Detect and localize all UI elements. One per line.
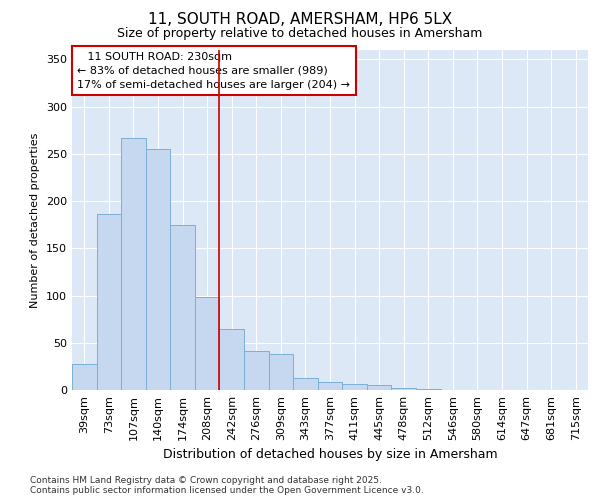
Bar: [269, 354, 293, 390]
X-axis label: Distribution of detached houses by size in Amersham: Distribution of detached houses by size …: [163, 448, 497, 462]
Y-axis label: Number of detached properties: Number of detached properties: [31, 132, 40, 308]
Bar: [72, 364, 97, 390]
Bar: [416, 389, 440, 390]
Bar: [367, 386, 391, 390]
Bar: [342, 384, 367, 390]
Bar: [146, 149, 170, 390]
Bar: [195, 296, 220, 390]
Text: 11, SOUTH ROAD, AMERSHAM, HP6 5LX: 11, SOUTH ROAD, AMERSHAM, HP6 5LX: [148, 12, 452, 28]
Bar: [293, 378, 318, 390]
Bar: [170, 224, 195, 390]
Text: Size of property relative to detached houses in Amersham: Size of property relative to detached ho…: [118, 28, 482, 40]
Bar: [318, 382, 342, 390]
Bar: [97, 214, 121, 390]
Text: Contains HM Land Registry data © Crown copyright and database right 2025.
Contai: Contains HM Land Registry data © Crown c…: [30, 476, 424, 495]
Bar: [220, 328, 244, 390]
Bar: [244, 352, 269, 390]
Text: 11 SOUTH ROAD: 230sqm
← 83% of detached houses are smaller (989)
17% of semi-det: 11 SOUTH ROAD: 230sqm ← 83% of detached …: [77, 52, 350, 90]
Bar: [391, 388, 416, 390]
Bar: [121, 138, 146, 390]
